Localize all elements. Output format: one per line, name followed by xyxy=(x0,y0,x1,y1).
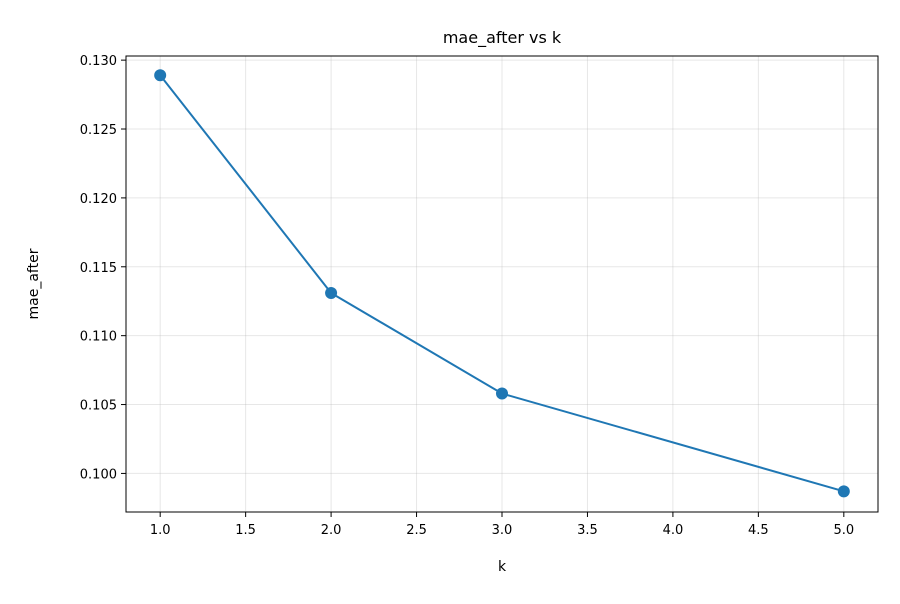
grid xyxy=(126,56,878,512)
x-tick-label: 4.0 xyxy=(663,523,684,538)
series-layer xyxy=(154,69,850,498)
x-tick-label: 5.0 xyxy=(833,523,854,538)
x-tick-label: 4.5 xyxy=(748,523,769,538)
y-tick-label: 0.105 xyxy=(80,399,117,414)
chart-title: mae_after vs k xyxy=(443,28,562,48)
x-tick-label: 1.0 xyxy=(150,523,171,538)
y-tick-label: 0.115 xyxy=(80,261,117,276)
data-point xyxy=(154,69,167,82)
x-tick-label: 3.0 xyxy=(492,523,513,538)
data-point xyxy=(837,485,850,498)
x-tick-label: 2.0 xyxy=(321,523,342,538)
series-line xyxy=(159,74,845,493)
y-axis-label: mae_after xyxy=(26,248,42,319)
data-point xyxy=(325,286,338,299)
y-tick-label: 0.125 xyxy=(80,123,117,138)
x-tick-label: 3.5 xyxy=(577,523,598,538)
y-tick-label: 0.110 xyxy=(80,330,117,345)
y-tick-label: 0.100 xyxy=(80,467,117,482)
ticks: 1.0 1.5 2.0 2.5 3.0 3.5 4.0 4.5 5.0 0.100 0.105 0.1… xyxy=(80,54,854,538)
data-point xyxy=(496,387,508,400)
x-tick-label: 2.5 xyxy=(406,523,427,538)
x-tick-label: 1.5 xyxy=(235,523,256,538)
y-tick-label: 0.120 xyxy=(80,192,117,207)
x-axis-label: k xyxy=(498,559,507,575)
y-tick-label: 0.130 xyxy=(80,54,117,69)
